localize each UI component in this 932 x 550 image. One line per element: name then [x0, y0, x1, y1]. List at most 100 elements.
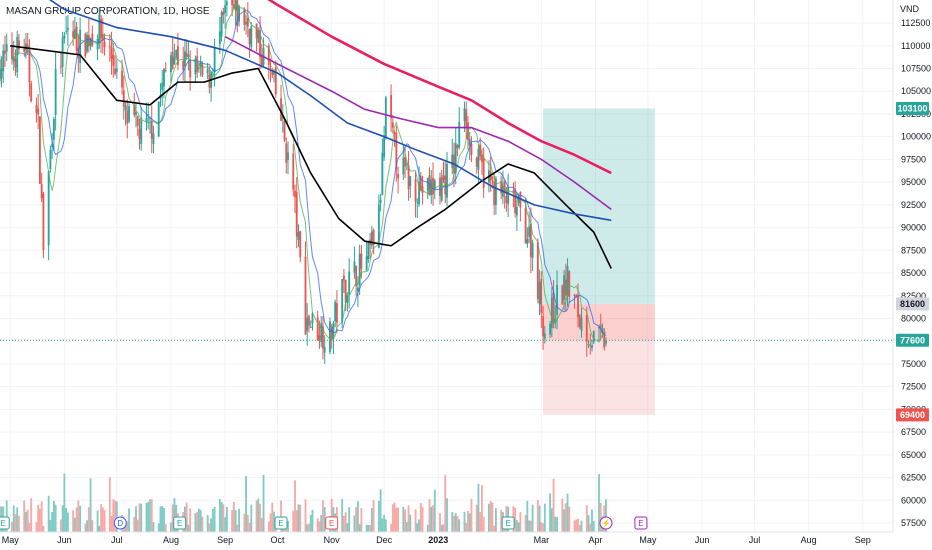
candle-body: [308, 315, 310, 326]
candle-body: [273, 71, 275, 75]
candle-body: [465, 109, 468, 127]
candle-body: [54, 68, 57, 116]
volume-bar: [430, 506, 433, 532]
candle-body: [370, 231, 373, 246]
candle-body: [115, 68, 118, 72]
volume-bar: [591, 509, 593, 532]
time-tick-label: Sep: [855, 535, 871, 545]
volume-bar: [294, 480, 296, 532]
volume-bar: [96, 510, 99, 532]
candle-body: [257, 30, 260, 43]
volume-bar: [49, 520, 52, 532]
candle-body: [213, 46, 216, 73]
candle-body: [433, 180, 436, 191]
price-tick-label: 110000: [901, 41, 930, 51]
volume-bar: [309, 514, 312, 532]
volume-bar: [426, 524, 429, 532]
price-tick-label: 62500: [901, 473, 926, 483]
volume-bar: [561, 498, 564, 532]
volume-bar: [377, 500, 380, 532]
volume-bar: [433, 489, 436, 532]
candle-body: [341, 279, 344, 323]
volume-bar: [519, 512, 522, 532]
volume-bar: [524, 514, 527, 532]
volume-bar: [402, 506, 405, 532]
volume-bar: [482, 517, 485, 532]
price-axis[interactable]: 5750060000625006500067500700007250075000…: [901, 18, 931, 528]
volume-bar: [356, 501, 359, 532]
event-marker: [0, 516, 10, 530]
volume-bar: [566, 493, 569, 532]
event-marker-label: E: [278, 519, 283, 528]
price-label-badge: [896, 101, 929, 115]
candle-body: [531, 243, 534, 259]
volume-bar: [280, 500, 282, 532]
volume-bar: [28, 522, 31, 532]
volume-bar: [51, 512, 54, 532]
volume-bar: [189, 508, 192, 532]
candle-body: [566, 266, 569, 297]
volume-bar: [414, 509, 417, 532]
volume-bar: [440, 524, 443, 532]
candle-body: [372, 229, 375, 246]
volume-bar: [360, 508, 363, 532]
price-tick-label: 92500: [901, 200, 926, 210]
price-label-text: 77600: [900, 335, 925, 345]
price-tick-label: 65000: [901, 450, 926, 460]
position-zones[interactable]: [543, 108, 655, 415]
time-tick-label: 2023: [428, 535, 448, 545]
candle-body: [360, 253, 363, 269]
volume-bar: [23, 500, 26, 532]
candle-body: [5, 44, 8, 52]
candle-body: [294, 190, 296, 198]
candle-body: [356, 287, 359, 292]
candle-body: [87, 35, 90, 46]
volume-bar: [271, 502, 274, 532]
volume-bar: [72, 510, 75, 532]
candle-body: [575, 296, 578, 298]
candle-body: [89, 38, 92, 47]
volume-bar: [147, 501, 150, 532]
price-tick-label: 87500: [901, 245, 926, 255]
event-marker: [274, 516, 288, 530]
volume-bar: [589, 523, 592, 532]
volume-bar: [171, 504, 174, 532]
volume-bar: [580, 520, 583, 532]
candle-body: [231, 0, 234, 6]
candle-body: [481, 154, 483, 163]
candle-body: [342, 275, 345, 281]
candle-body: [72, 31, 75, 38]
volume-bar: [442, 524, 445, 532]
candle-body: [568, 271, 571, 297]
volume-bar: [245, 475, 247, 532]
candle-body: [218, 31, 221, 45]
candle-body: [556, 284, 558, 315]
candle-body: [211, 75, 214, 77]
volume-bar: [531, 504, 534, 532]
volume-bar: [393, 502, 396, 532]
candle-body: [128, 106, 130, 122]
candle-body: [505, 196, 508, 203]
volume-bar: [549, 493, 551, 532]
event-marker: [113, 516, 127, 530]
candle-body: [185, 53, 188, 57]
candle-body: [136, 116, 139, 126]
volume-bar: [439, 513, 441, 532]
candle-body: [542, 316, 545, 337]
volume-bar: [342, 515, 345, 532]
volume-bar: [477, 483, 480, 532]
volume-bar: [262, 474, 265, 532]
candle-body: [65, 30, 68, 32]
volume-bar: [391, 504, 394, 532]
volume-bar: [210, 518, 213, 532]
time-axis[interactable]: May Jun Jul Aug Sep Oct Nov Dec 2023 Mar Apr May Jun…: [2, 535, 871, 545]
price-tick-label: 60000: [901, 495, 926, 505]
volume-bar: [554, 516, 557, 532]
volume-bar: [25, 511, 27, 532]
candle-body: [149, 118, 151, 120]
volume-bar: [87, 507, 90, 532]
volume-bar: [494, 508, 497, 532]
candle-body: [381, 152, 384, 195]
volume-bar: [397, 507, 399, 532]
